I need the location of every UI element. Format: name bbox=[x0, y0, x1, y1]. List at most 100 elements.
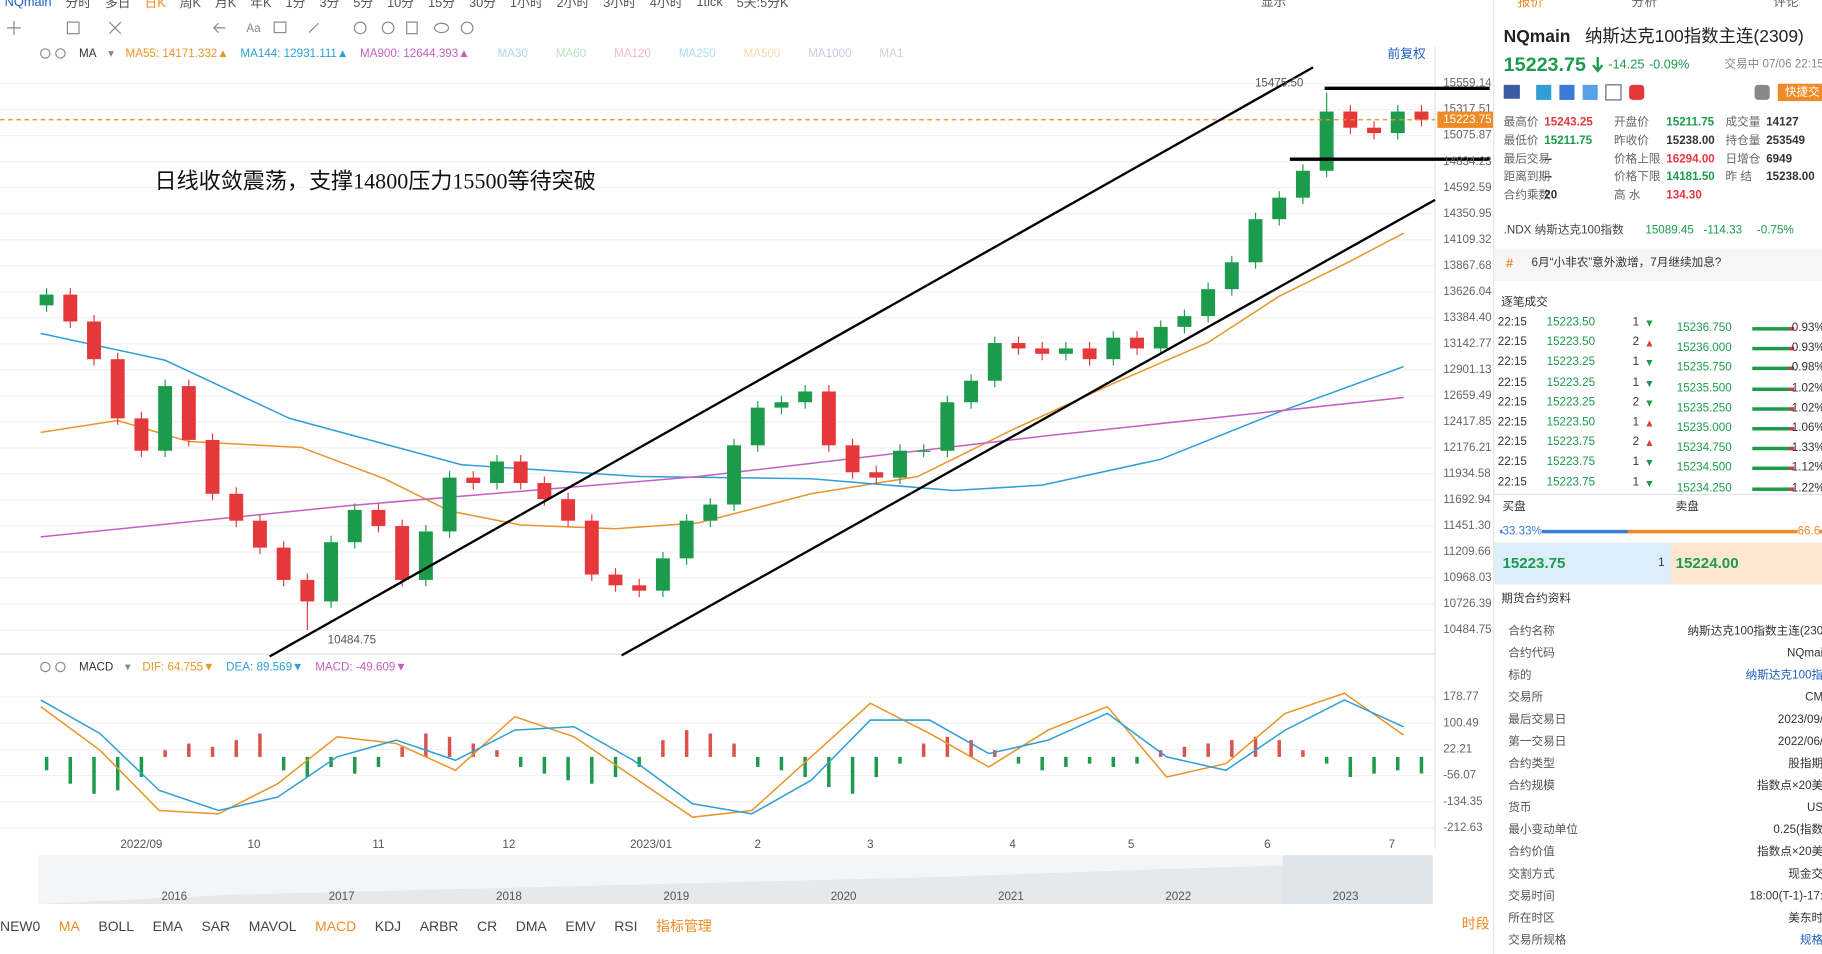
tab[interactable]: 报价 bbox=[1517, 0, 1544, 10]
candle-body bbox=[63, 294, 78, 322]
tab[interactable]: 评论 bbox=[1773, 0, 1799, 10]
period[interactable]: 4小时 bbox=[649, 0, 683, 11]
contract-value: 股指期 bbox=[1788, 757, 1822, 771]
period[interactable]: 15分 bbox=[428, 0, 456, 11]
indicator-tab[interactable]: KDJ bbox=[374, 917, 402, 934]
ask-pct: 66.6 bbox=[1797, 524, 1821, 541]
contract-label: 合约代码 bbox=[1508, 647, 1555, 661]
candle-body bbox=[1248, 219, 1263, 263]
macd-bar bbox=[210, 746, 215, 757]
x-tick-label: 2 bbox=[754, 838, 760, 851]
trade-arrow: ▼ bbox=[1644, 457, 1655, 469]
period[interactable]: 周K bbox=[179, 0, 202, 11]
y-tick-label: 11692.94 bbox=[1443, 493, 1491, 506]
y-tick-label: 15559.14 bbox=[1443, 77, 1492, 90]
period[interactable]: 1小时 bbox=[509, 0, 543, 11]
contract-value: 18:00(T-1)-17: bbox=[1749, 890, 1822, 903]
down-arrow bbox=[1592, 56, 1604, 73]
indicator-tab[interactable]: EMV bbox=[565, 917, 596, 934]
trade-time: 22:15 bbox=[1497, 475, 1527, 489]
indicator-tab[interactable]: MAVOL bbox=[248, 917, 297, 934]
macd-bar bbox=[590, 756, 594, 784]
y-tick-label: 13142.77 bbox=[1443, 337, 1491, 350]
indicator-tab[interactable]: CR bbox=[477, 917, 498, 934]
ask-bar bbox=[1627, 529, 1822, 534]
news-icon: # bbox=[1505, 256, 1514, 271]
navigator-year: 2023 bbox=[1333, 890, 1359, 903]
candle-body bbox=[1390, 111, 1405, 134]
candle-body bbox=[371, 509, 386, 527]
news[interactable]: 6月“小非农”意外激增，7月继续加息? bbox=[1531, 256, 1722, 270]
indicator-tab[interactable]: RSI bbox=[614, 917, 638, 934]
y-tick-label: 22.21 bbox=[1443, 743, 1472, 756]
period[interactable]: 年K bbox=[250, 0, 272, 11]
legend-item: DEA: 89.569▼ bbox=[226, 660, 304, 674]
period[interactable]: 月K bbox=[215, 0, 237, 11]
symbol[interactable]: NQmain bbox=[4, 0, 52, 10]
period[interactable]: 3分 bbox=[319, 0, 340, 11]
contract-value: 美东时 bbox=[1788, 912, 1822, 925]
indicator-tab[interactable]: SAR bbox=[201, 917, 231, 934]
trade-price: 15223.75 bbox=[1546, 455, 1596, 469]
bid-label: 买盘 bbox=[1502, 500, 1526, 514]
indicator-tab[interactable]: MACD bbox=[315, 917, 357, 934]
period[interactable]: 10分 bbox=[387, 0, 415, 11]
display-button[interactable]: 显示 bbox=[1260, 0, 1287, 10]
candle-body bbox=[418, 531, 433, 580]
indicator-tab[interactable]: ARBR bbox=[419, 917, 459, 934]
depth-price: 15234.500 bbox=[1676, 461, 1732, 475]
adjust-button[interactable]: 前复权 bbox=[1387, 47, 1426, 62]
indicator-tab[interactable]: DMA bbox=[515, 917, 547, 934]
navigator-window[interactable] bbox=[1282, 855, 1433, 905]
bid-price: 15223.75 bbox=[1502, 554, 1566, 572]
depth-bar bbox=[1752, 427, 1795, 431]
contract-label: 交易时间 bbox=[1508, 890, 1555, 903]
session-button[interactable]: 时段 bbox=[1461, 915, 1490, 932]
period[interactable]: 5天:5分K bbox=[736, 0, 789, 11]
index-pct: -0.75% bbox=[1756, 224, 1794, 238]
quick-trade[interactable]: 快捷交 bbox=[1784, 85, 1820, 99]
period[interactable]: 30分 bbox=[468, 0, 496, 11]
period[interactable]: 5分 bbox=[353, 0, 374, 11]
trade-price: 15223.50 bbox=[1546, 336, 1596, 349]
y-tick-label: 12176.21 bbox=[1443, 441, 1491, 454]
stat-label: 最后交易 bbox=[1503, 152, 1551, 166]
indicator-tab[interactable]: BOLL bbox=[98, 917, 135, 934]
indicator-tab[interactable]: EMA bbox=[152, 917, 183, 934]
candle-body bbox=[1414, 111, 1429, 120]
period[interactable]: 日K bbox=[144, 0, 166, 11]
legend-icons bbox=[40, 661, 66, 673]
tab[interactable]: 分析 bbox=[1631, 0, 1657, 10]
indicator-tab[interactable]: MA bbox=[58, 917, 80, 934]
period[interactable]: 1分 bbox=[285, 0, 306, 11]
indicator-manage[interactable]: 指标管理 bbox=[656, 917, 712, 935]
macd-bar bbox=[874, 756, 878, 777]
candle-body bbox=[252, 520, 267, 548]
y-tick-label: -134.35 bbox=[1443, 795, 1482, 808]
news-bar[interactable] bbox=[1494, 248, 1822, 282]
trade-qty: 1 bbox=[1632, 376, 1640, 389]
stat-value: 253549 bbox=[1766, 134, 1806, 148]
macd-bar bbox=[68, 756, 73, 784]
period[interactable]: 分时 bbox=[65, 0, 92, 11]
stat-label: 日增仓 bbox=[1725, 152, 1761, 166]
period[interactable]: 1tick bbox=[696, 0, 723, 10]
candle-body bbox=[632, 585, 647, 591]
plot bbox=[0, 83, 1436, 829]
indicator-line bbox=[40, 692, 1405, 818]
candle-body bbox=[774, 402, 789, 408]
legend-item: MA900: 12644.393▲ bbox=[360, 47, 470, 60]
period[interactable]: 2小时 bbox=[556, 0, 590, 11]
macd-bar bbox=[1277, 740, 1281, 757]
x-tick-label: 10 bbox=[248, 838, 261, 851]
y-tick-label: 13867.68 bbox=[1443, 259, 1491, 272]
contract-value: 现金交 bbox=[1788, 868, 1822, 881]
candle-body bbox=[1106, 337, 1121, 360]
candle-body bbox=[845, 445, 860, 473]
x-tick-label: 2022/09 bbox=[120, 838, 162, 851]
period[interactable]: 3小时 bbox=[603, 0, 636, 11]
indicator-tab[interactable]: NEW0 bbox=[0, 917, 41, 934]
candle-body bbox=[324, 542, 339, 602]
period[interactable]: 多日 bbox=[104, 0, 131, 11]
legend-item: DIF: 64.755▼ bbox=[142, 660, 215, 674]
